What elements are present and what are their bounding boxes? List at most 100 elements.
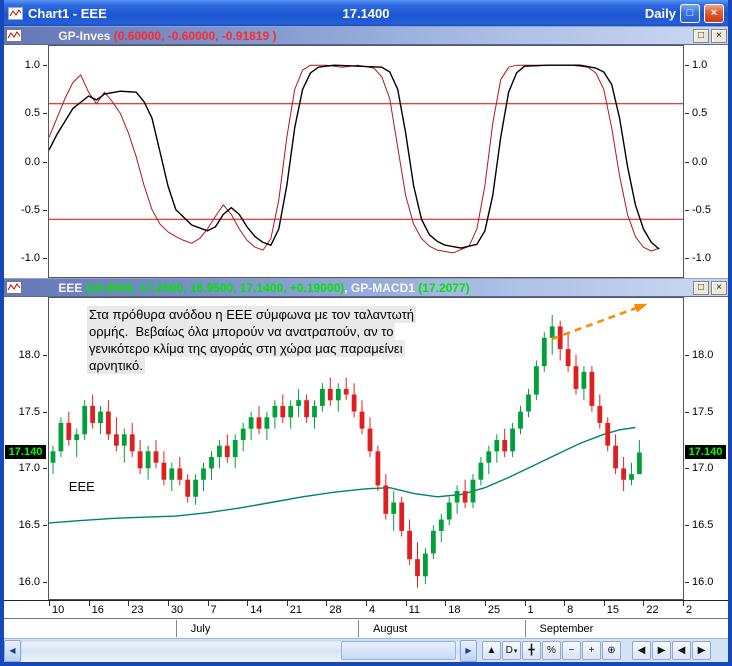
oscillator-svg [49,64,683,254]
y-axis-label: 16.0 [692,575,714,588]
x-axis-tick [524,601,526,606]
x-axis-tick [286,601,288,606]
x-axis-date-label: 8 [567,604,574,616]
x-axis-date-label: 25 [487,604,501,616]
y-axis-tick [43,354,47,356]
y-axis-tick [43,65,47,67]
y-axis-tick [43,161,47,163]
oscillator-plot[interactable] [48,45,684,278]
y-axis-tick [43,581,47,583]
y-axis-label: -0.5 [21,203,40,216]
y-axis-tick [685,257,689,259]
percent-scale-button[interactable]: % [542,641,561,660]
y-axis-label: 16.0 [18,575,40,588]
scrollbar-left-arrow[interactable]: ◀ [4,639,21,662]
scrollbar-thumb[interactable] [341,640,456,660]
x-axis-date-label: 11 [408,604,421,616]
x-axis-date-label: 16 [91,604,104,616]
crosshair-button[interactable]: ╋ [522,641,541,660]
oscillator-y-axis-left: 1.0 0.5 0.0 -0.5 -1.0 [4,45,48,278]
panel-maximize-button[interactable]: □ [693,280,709,295]
y-axis-label: 0.5 [692,107,708,120]
y-axis-label: 17.0 [18,462,40,475]
x-axis-tick [49,601,50,606]
zoom-in-button[interactable]: + [582,641,601,660]
price-panel-header[interactable]: EEE (16.9500, 17.2500, 16.9500, 17.1400,… [4,278,728,297]
x-axis-tick [326,601,328,606]
indicator-name: GP-Inves [58,28,114,43]
y-axis-tick [685,113,689,115]
y-axis-tick [43,209,47,211]
y-axis-label: 17.5 [18,405,40,418]
y-axis-tick [685,525,689,527]
y-axis-label: -0.5 [692,203,711,216]
y-axis-label: 17.0 [692,462,714,475]
x-axis-tick [445,601,447,606]
periodicity-button[interactable]: D ▾ [502,641,521,660]
x-axis-date-label: 30 [170,604,184,616]
x-axis-tick [128,601,130,606]
y-axis-label: -1.0 [692,251,711,264]
dropdown-caret-icon: ▾ [513,647,518,655]
y-axis-tick [43,525,47,527]
y-axis-label: 0.5 [24,107,40,120]
app-chart-icon [8,6,23,20]
x-axis-date-label: 18 [448,604,461,616]
price-plot[interactable]: EEE Στα πρόθυρα ανόδου η ΕΕΕ σύμφωνα με … [48,297,684,600]
x-axis-tick [405,601,407,606]
close-button[interactable]: × [704,3,724,23]
restore-button[interactable]: □ [680,3,700,23]
indicator-panel-header[interactable]: GP-Inves (0.60000, -0.60000, -0.91819 ) … [4,26,728,45]
macd-indicator-name: GP-MACD1 [347,280,415,295]
last-price-tag: 17.140 [5,445,46,460]
macd-indicator-value: (17.2077) [414,280,470,295]
x-axis-tick [683,601,684,606]
panel-maximize-button[interactable]: □ [693,28,709,43]
month-label: September [524,620,593,637]
title-bar[interactable]: Chart1 - EEE 17.1400 Daily □ × [4,0,728,26]
x-axis-tick [564,601,566,606]
x-axis-months: July August September [4,619,728,638]
y-axis-label: 18.0 [692,348,714,361]
chart-toolbar: ▲ D ▾ ╋% − + ⊕ ◀ ▶ ◀ ▶ [477,641,728,660]
panel-close-button[interactable]: × [711,28,727,43]
y-axis-label: 1.0 [692,59,708,72]
x-axis-date-label: 7 [210,604,217,616]
page-end-button[interactable]: ▶ [692,641,711,660]
prev-chart-button[interactable]: ◀ [632,641,651,660]
text-annotation[interactable]: Στα πρόθυρα ανόδου η ΕΕΕ σύμφωνα με τον … [87,306,416,374]
workspace: GP-Inves (0.60000, -0.60000, -0.91819 ) … [4,26,728,662]
x-axis-date-label: 1 [527,604,534,616]
pointer-tool-button[interactable]: ▲ [482,641,501,660]
y-axis-label: 18.0 [18,348,40,361]
next-chart-button[interactable]: ▶ [652,641,671,660]
scrollbar-right-arrow[interactable]: ▶ [460,639,477,662]
y-axis-tick [685,468,689,470]
page-start-button[interactable]: ◀ [672,641,691,660]
x-axis-tick [484,601,486,606]
y-axis-label: 0.0 [24,155,40,168]
horizontal-scrollbar[interactable] [21,639,460,662]
y-axis-label: 1.0 [24,59,40,72]
indicator-values: (0.60000, -0.60000, -0.91819 ) [113,28,277,43]
zoom-reset-button[interactable]: ⊕ [602,641,621,660]
x-axis-date-label: 23 [131,604,144,616]
x-axis-tick [643,601,645,606]
x-axis-date-label: 10 [52,604,65,616]
y-axis-tick [43,113,47,115]
y-axis-tick [685,581,689,583]
zoom-out-button[interactable]: − [562,641,581,660]
y-axis-tick [43,257,47,259]
panel-close-button[interactable]: × [711,280,727,295]
annotation-line: Στα πρόθυρα ανόδου η ΕΕΕ σύμφωνα με τον … [87,306,416,323]
x-axis-date-label: 28 [329,604,342,616]
x-axis-date-label: 14 [250,604,263,616]
symbol-ohlc-values: (16.9500, 17.2500, 16.9500, 17.1400, +0.… [82,280,345,295]
annotation-line: γενικότερο κλίμα της αγοράς στη χώρα μας… [87,340,405,357]
chart-page-icon [6,29,22,42]
x-axis-tick [247,601,249,606]
month-label: July [175,620,210,637]
y-axis-tick [685,161,689,163]
y-axis-label: 16.5 [692,519,714,532]
y-axis-tick [43,411,47,413]
